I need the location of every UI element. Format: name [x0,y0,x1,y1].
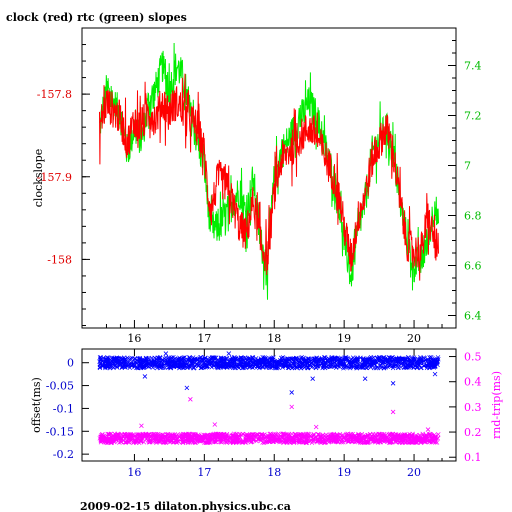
bottom-left-y-tick-label: 0 [67,357,74,370]
top-left-y-tick-label: -157.8 [37,88,72,101]
series-points-offset-outlier [432,371,438,377]
series-points-offset-outlier [362,376,368,381]
bottom-left-y-tick-label: -0.05 [46,380,74,393]
cross-stroke [184,385,190,391]
bottom-right-y-axis-label: rnd-trip(ms) [490,371,503,439]
chart-title: clock (red) rtc (green) slopes [6,11,187,24]
top-y-axis-label: clockslope [32,149,45,207]
top-plot-marks: 16 17 18 19 20 -157.8 -157.9 -158 6.4 6.6 6.8 7 7.2 7… [37,40,482,345]
bottom-x-tick-label: 18 [267,466,281,479]
series-line-rtc [99,42,439,300]
bottom-panel: 16 17 18 19 20 0 -0.05 -0.1 -0.15 -0.2 0.5 0.4 0.3 0.… [30,348,503,479]
series-line-clock [99,73,439,281]
series-points-rnd-trip-outlier [390,409,396,415]
top-x-tick-label: 17 [197,332,211,345]
series-points-rnd-trip [97,431,441,446]
bottom-x-tick-label: 17 [197,466,211,479]
top-x-tick-label: 16 [127,332,141,345]
top-right-y-tick-label: 6.6 [464,260,482,273]
cross-stroke [226,351,232,356]
top-x-tick-label: 19 [337,332,351,345]
cross-stroke [390,381,396,386]
bottom-left-y-tick-label: -0.2 [53,448,74,461]
bottom-plot-frame [81,348,457,462]
cross-stroke [139,423,144,429]
series-points-offset-outlier [310,376,315,381]
cross-stroke [313,424,319,430]
top-right-y-tick-label: 7.4 [464,60,482,73]
top-x-tick-label: 18 [267,332,281,345]
bottom-right-y-tick-label: 0.5 [464,351,482,364]
top-left-y-tick-label: -157.9 [37,171,72,184]
cross-stroke [390,409,396,415]
top-panel: 16 17 18 19 20 -157.8 -157.9 -158 6.4 6.6 6.8 7 7.2 7… [32,27,482,345]
cross-stroke [289,390,295,395]
bottom-right-y-tick-label: 0.4 [464,376,482,389]
series-points-rnd-trip-outlier [313,424,319,430]
top-right-y-tick-label: 6.8 [464,210,482,223]
series-points-rnd-trip-outlier [425,427,431,432]
bottom-left-y-axis-label: offset(ms) [30,377,43,433]
series-points-offset-outlier [390,381,396,386]
cross-stroke [432,371,438,377]
series-points-offset-outlier [142,374,148,379]
bottom-left-y-tick-label: -0.15 [46,425,74,438]
top-right-y-tick-label: 7 [464,160,471,173]
top-x-tick-label: 20 [407,332,421,345]
series-points-offset-outlier [184,385,190,391]
cross-stroke [142,374,148,379]
bottom-right-y-tick-label: 0.2 [464,426,482,439]
footer-text: 2009-02-15 dilaton.physics.ubc.ca [80,500,291,512]
bottom-right-y-tick-label: 0.3 [464,401,482,414]
series-points-rnd-trip-outlier [289,404,295,410]
bottom-plot-marks: 16 17 18 19 20 0 -0.05 -0.1 -0.15 -0.2 0.5 0.4 0.3 0.… [46,349,482,479]
series-points-rnd-trip-outlier [212,422,218,427]
bottom-right-y-tick-label: 0.1 [464,451,482,464]
series-points-rnd-trip-outlier [188,397,193,402]
cross-stroke [289,404,295,410]
cross-stroke [163,351,169,356]
bottom-x-tick-label: 16 [127,466,141,479]
cross-stroke [310,376,315,381]
series-points-offset-outlier [289,390,295,395]
cross-stroke [212,422,218,427]
bottom-left-y-tick-label: -0.1 [53,402,74,415]
top-left-y-tick-label: -158 [47,253,72,266]
bottom-x-tick-label: 20 [407,466,421,479]
series-points-offset [97,354,441,371]
series-points-offset-outlier [226,351,232,356]
series-points-rnd-trip-outlier [139,423,144,429]
cross-stroke [188,397,193,402]
series-points-offset-outlier [163,351,169,356]
cross-stroke [425,427,431,432]
top-right-y-tick-label: 6.4 [464,310,482,323]
bottom-x-tick-label: 19 [337,466,351,479]
top-right-y-tick-label: 7.2 [464,110,482,123]
cross-stroke [362,376,368,381]
